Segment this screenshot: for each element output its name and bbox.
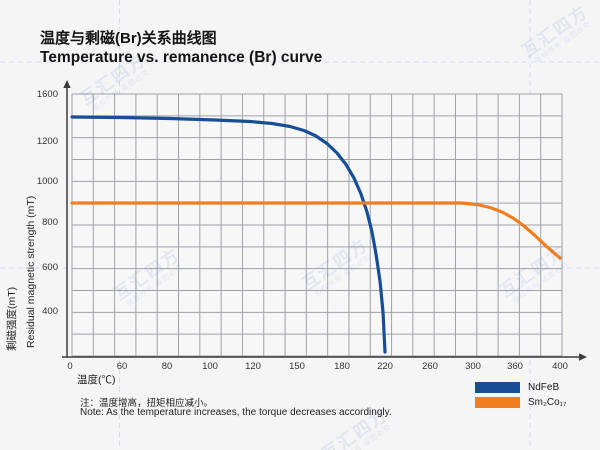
x-tick-label: 400: [552, 361, 568, 372]
x-tick-label: 0: [67, 361, 73, 372]
legend-item-ndfeb: NdFeB: [475, 380, 566, 394]
x-tick-label: 180: [334, 361, 350, 372]
y-tick-label: 1200: [36, 136, 58, 147]
legend-label-ndfeb: NdFeB: [528, 381, 560, 393]
x-tick-label: 150: [289, 361, 305, 372]
y-tick-label: 1600: [36, 89, 58, 100]
legend-label-sm2co17: Sm₂Co₁₇: [528, 396, 567, 408]
x-tick-label: 360: [507, 361, 523, 372]
x-tick-label: 60: [116, 361, 128, 372]
y-tick-label: 400: [42, 306, 58, 317]
y-tick-label: 600: [42, 262, 58, 273]
legend-swatch-sm2co17: [475, 396, 520, 408]
x-tick-label: 300: [465, 361, 481, 372]
chart-title-en: Temperature vs. remanence (Br) curve: [40, 49, 323, 66]
x-tick-label: 220: [377, 361, 393, 372]
x-tick-label: 120: [245, 361, 261, 372]
x-tick-label: 100: [202, 361, 218, 372]
y-axis-label-zh: 剩磁强度(mT): [6, 286, 18, 351]
note-zh: 注：温度增高，扭矩相应减小。: [80, 398, 214, 409]
y-tick-label: 800: [42, 217, 58, 228]
legend-swatch-ndfeb: [475, 381, 520, 393]
x-tick-label: 260: [422, 361, 438, 372]
legend: NdFeB Sm₂Co₁₇: [475, 380, 566, 410]
y-axis-label-en: Residual magnetic strength (mT): [25, 195, 37, 348]
y-tick-label: 1000: [36, 176, 58, 187]
legend-item-sm2co17: Sm₂Co₁₇: [475, 395, 566, 409]
chart-title-zh: 温度与剩磁(Br)关系曲线图: [40, 30, 217, 47]
note-en: Note: As the temperature increases, the …: [80, 407, 392, 418]
x-axis-label: 温度(℃): [77, 374, 116, 386]
x-tick-label: 80: [161, 361, 173, 372]
